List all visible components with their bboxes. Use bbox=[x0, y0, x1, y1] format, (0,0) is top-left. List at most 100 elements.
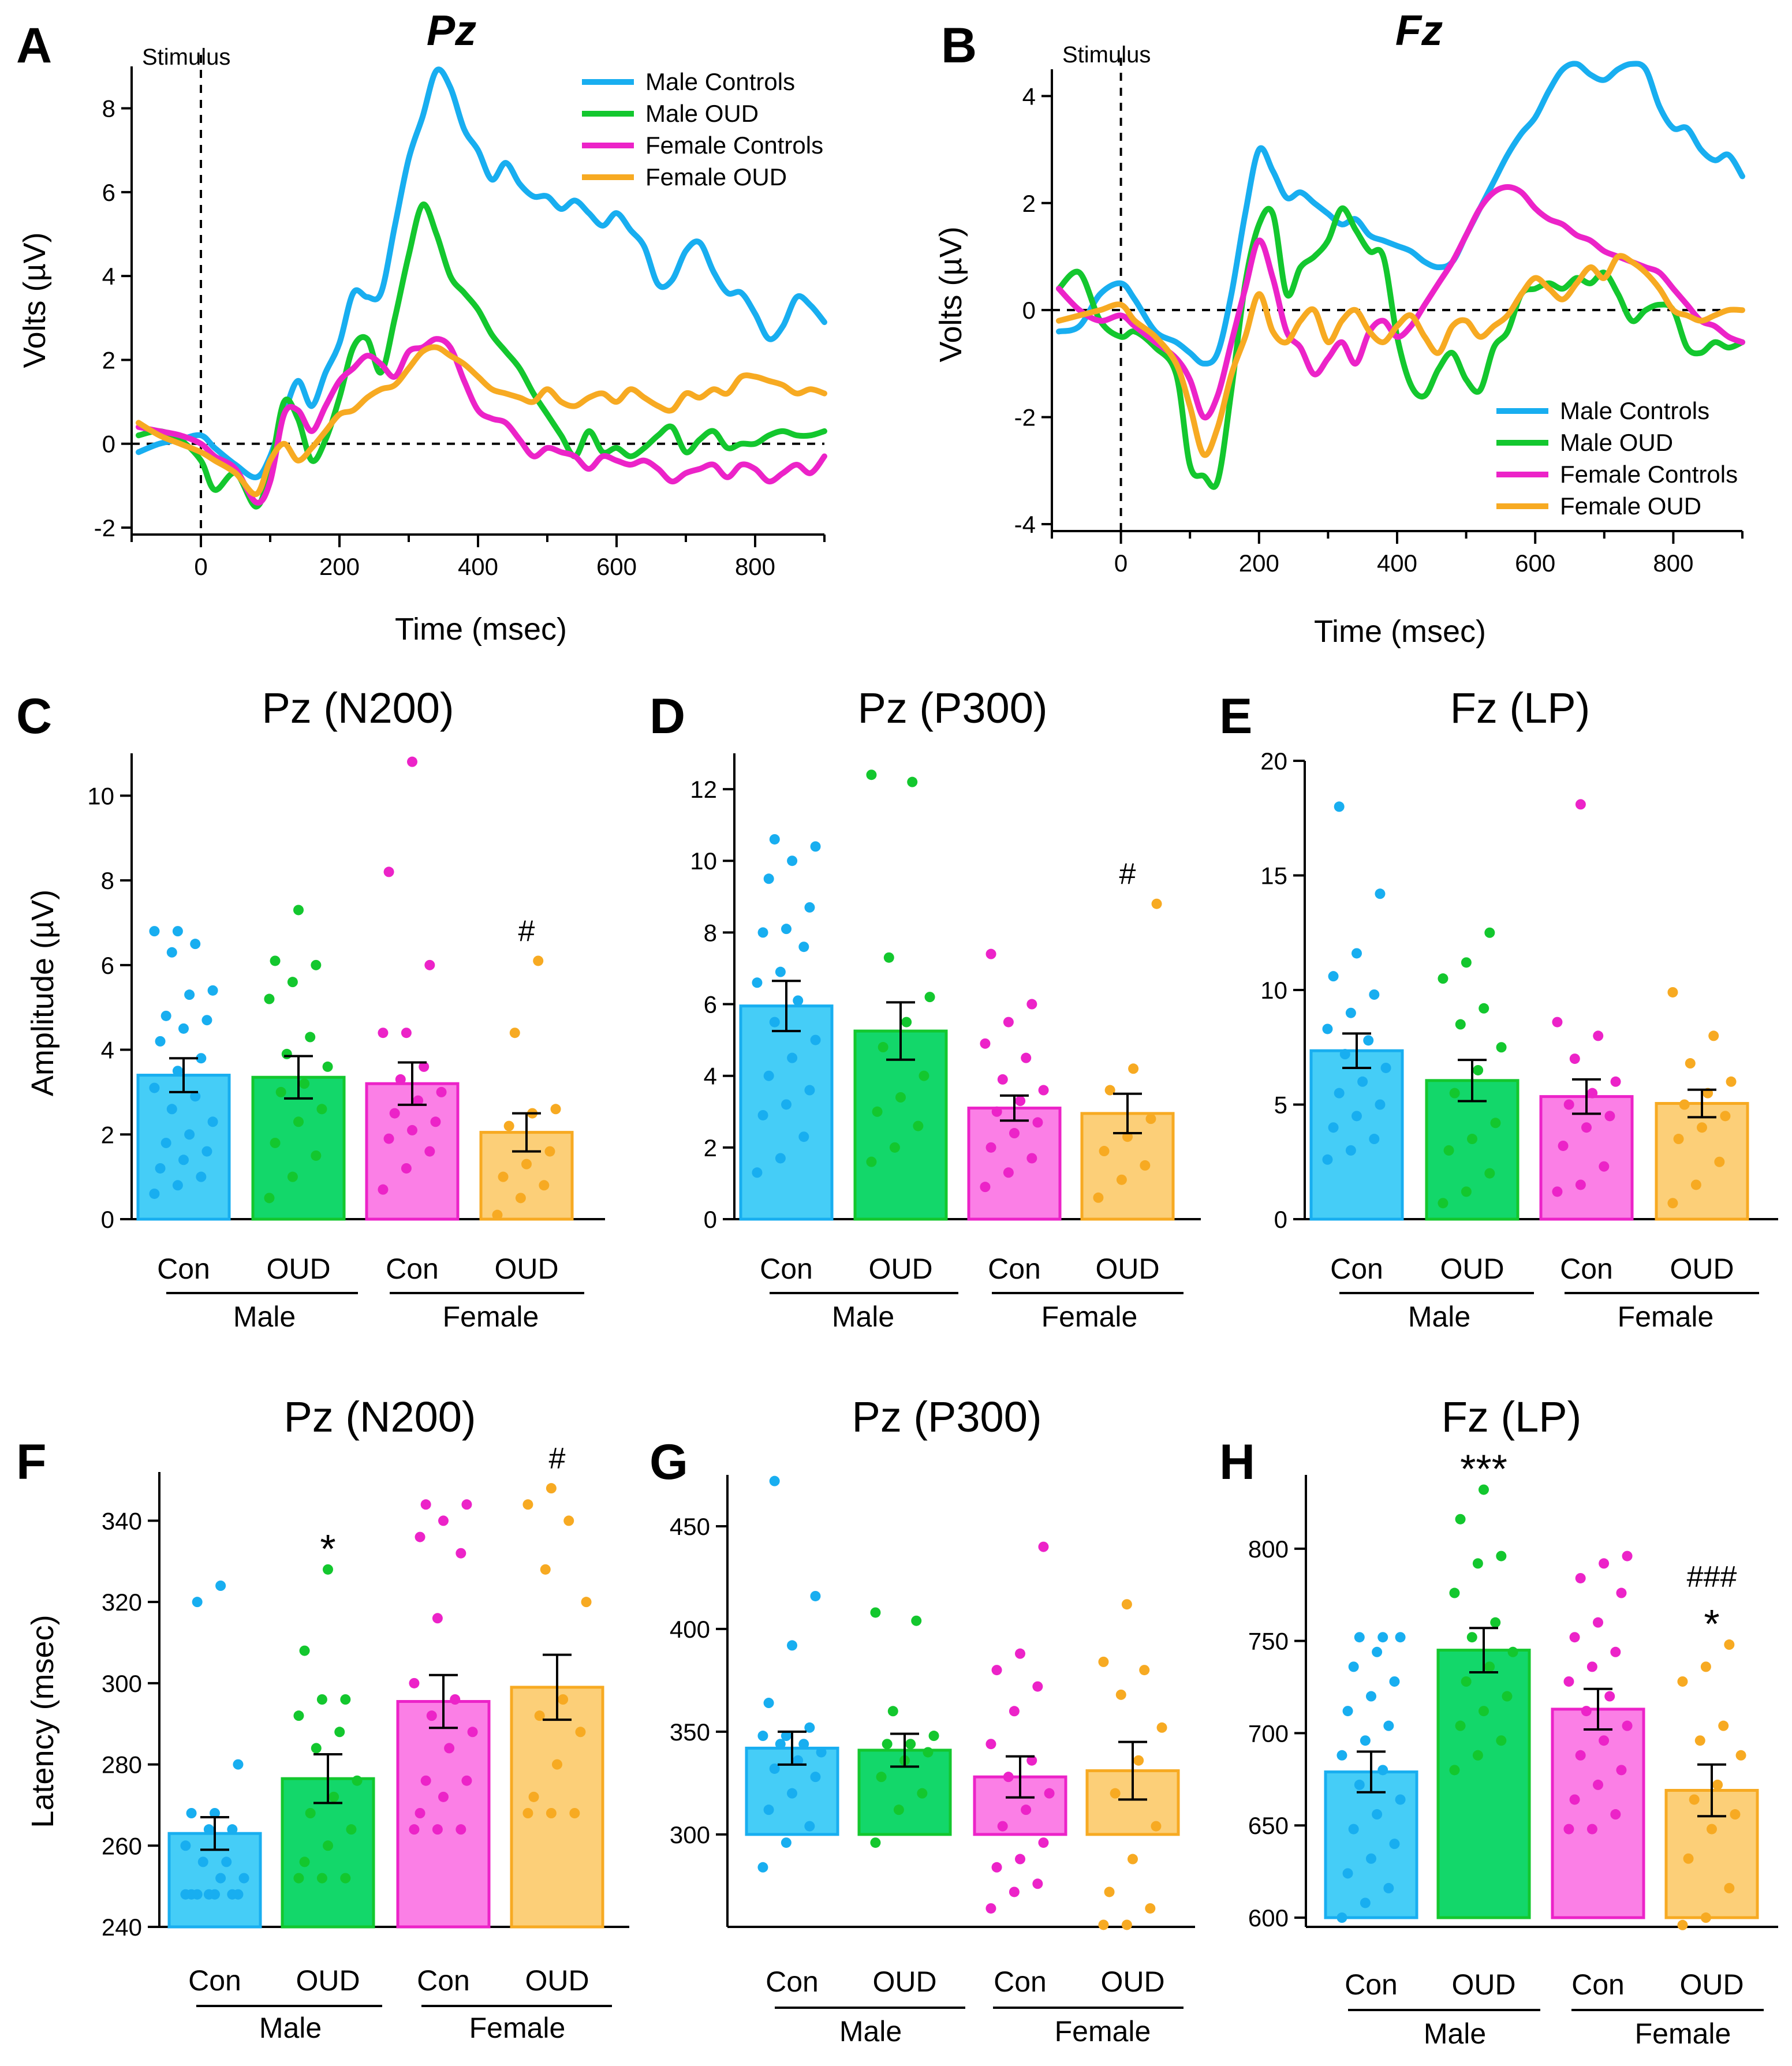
data-point bbox=[1032, 1681, 1043, 1692]
data-point bbox=[1328, 1122, 1339, 1133]
category-label: Con bbox=[188, 1964, 241, 1997]
data-point bbox=[287, 1171, 298, 1182]
data-point bbox=[1599, 1558, 1610, 1569]
data-point bbox=[1128, 1063, 1139, 1074]
category-label: OUD bbox=[1679, 1968, 1744, 2001]
group-label-male: Male bbox=[1408, 1301, 1470, 1333]
category-label: Con bbox=[1330, 1253, 1383, 1285]
data-point bbox=[1683, 1853, 1694, 1864]
data-point bbox=[1026, 1755, 1037, 1766]
data-point bbox=[985, 1739, 996, 1750]
data-point bbox=[1575, 1750, 1586, 1761]
data-point bbox=[1507, 1646, 1518, 1657]
data-point bbox=[521, 1159, 532, 1170]
data-point bbox=[804, 1722, 815, 1733]
data-point bbox=[461, 1775, 472, 1786]
data-point bbox=[1479, 1003, 1489, 1014]
data-point bbox=[1015, 1648, 1025, 1659]
y-tick-label: 4 bbox=[102, 263, 115, 290]
y-tick-label: 20 bbox=[1260, 748, 1287, 775]
bar bbox=[1551, 1708, 1645, 1919]
data-point bbox=[299, 1645, 310, 1656]
data-point bbox=[461, 1499, 472, 1510]
data-point bbox=[498, 1171, 509, 1182]
data-point bbox=[1377, 1765, 1388, 1776]
data-point bbox=[1345, 1007, 1356, 1018]
data-point bbox=[270, 1137, 281, 1148]
data-point bbox=[769, 1017, 780, 1028]
data-point bbox=[980, 1182, 991, 1193]
data-point bbox=[192, 1889, 203, 1900]
data-point bbox=[196, 1053, 207, 1064]
chart-title: Pz (N200) bbox=[283, 1393, 476, 1441]
data-point bbox=[334, 1727, 345, 1738]
category-label: OUD bbox=[1100, 1966, 1164, 1998]
group-label-male: Male bbox=[233, 1301, 296, 1333]
data-point bbox=[1679, 1099, 1690, 1110]
data-point bbox=[316, 1104, 327, 1115]
data-point bbox=[1438, 1198, 1448, 1209]
data-point bbox=[1472, 1558, 1483, 1569]
data-point bbox=[1599, 1735, 1610, 1746]
data-point bbox=[1110, 1788, 1121, 1799]
data-point bbox=[546, 1483, 557, 1494]
data-point bbox=[1133, 1755, 1144, 1766]
bar bbox=[853, 1029, 948, 1221]
data-point bbox=[1015, 1854, 1025, 1865]
data-point bbox=[1139, 1665, 1150, 1676]
category-label: Con bbox=[157, 1253, 210, 1285]
significance-marker: *** bbox=[1460, 1447, 1507, 1492]
data-point bbox=[180, 1840, 191, 1851]
legend-label: Male OUD bbox=[1560, 429, 1673, 456]
data-point bbox=[569, 1808, 580, 1818]
data-point bbox=[1484, 927, 1495, 938]
bar bbox=[365, 1082, 460, 1221]
data-point bbox=[1334, 1088, 1345, 1099]
data-point bbox=[190, 939, 201, 950]
data-point bbox=[1395, 1794, 1406, 1805]
panel-b: B Fz Stimulus Volts (µV) Time (msec) -4 -… bbox=[934, 6, 1745, 649]
data-point bbox=[1616, 1587, 1627, 1598]
data-point bbox=[1484, 1168, 1495, 1179]
y-tick-label: 4 bbox=[1022, 83, 1036, 110]
data-point bbox=[769, 834, 780, 845]
x-tick-label: 800 bbox=[735, 553, 775, 580]
data-point bbox=[1026, 999, 1037, 1010]
y-tick-label: 4 bbox=[704, 1063, 717, 1090]
data-point bbox=[311, 959, 322, 970]
data-point bbox=[804, 1085, 815, 1096]
y-tick-label: 10 bbox=[1260, 977, 1287, 1004]
y-tick-label: 12 bbox=[690, 776, 717, 803]
data-point bbox=[305, 1808, 316, 1818]
x-tick-label: 600 bbox=[596, 553, 637, 580]
data-point bbox=[1726, 1076, 1737, 1087]
data-point bbox=[426, 1710, 437, 1721]
data-point bbox=[775, 966, 786, 977]
data-point bbox=[383, 1133, 394, 1144]
data-point bbox=[997, 1074, 1008, 1085]
data-point bbox=[905, 1739, 916, 1750]
data-point bbox=[221, 1856, 232, 1867]
data-point bbox=[197, 1856, 208, 1867]
data-point bbox=[1730, 1809, 1741, 1820]
y-tick-label: 0 bbox=[1274, 1206, 1287, 1233]
panel-letter-a: A bbox=[16, 18, 52, 73]
data-point bbox=[1461, 957, 1472, 968]
data-point bbox=[1389, 1839, 1400, 1850]
group-label-female: Female bbox=[469, 2012, 566, 2044]
y-tick-label: 6 bbox=[704, 991, 717, 1018]
data-point bbox=[1593, 1617, 1603, 1628]
data-point bbox=[444, 1743, 455, 1754]
legend-label: Male Controls bbox=[1560, 397, 1709, 424]
data-point bbox=[1604, 1691, 1615, 1702]
data-point bbox=[316, 1873, 327, 1884]
data-point bbox=[763, 1070, 774, 1081]
y-tick-label: 650 bbox=[1248, 1812, 1289, 1839]
data-point bbox=[1151, 1821, 1162, 1832]
y-tick-label: 0 bbox=[1022, 297, 1036, 324]
data-point bbox=[787, 855, 798, 866]
data-point bbox=[1586, 1661, 1597, 1672]
data-point bbox=[810, 1772, 821, 1783]
data-point bbox=[1610, 1646, 1621, 1657]
data-point bbox=[166, 1104, 177, 1115]
